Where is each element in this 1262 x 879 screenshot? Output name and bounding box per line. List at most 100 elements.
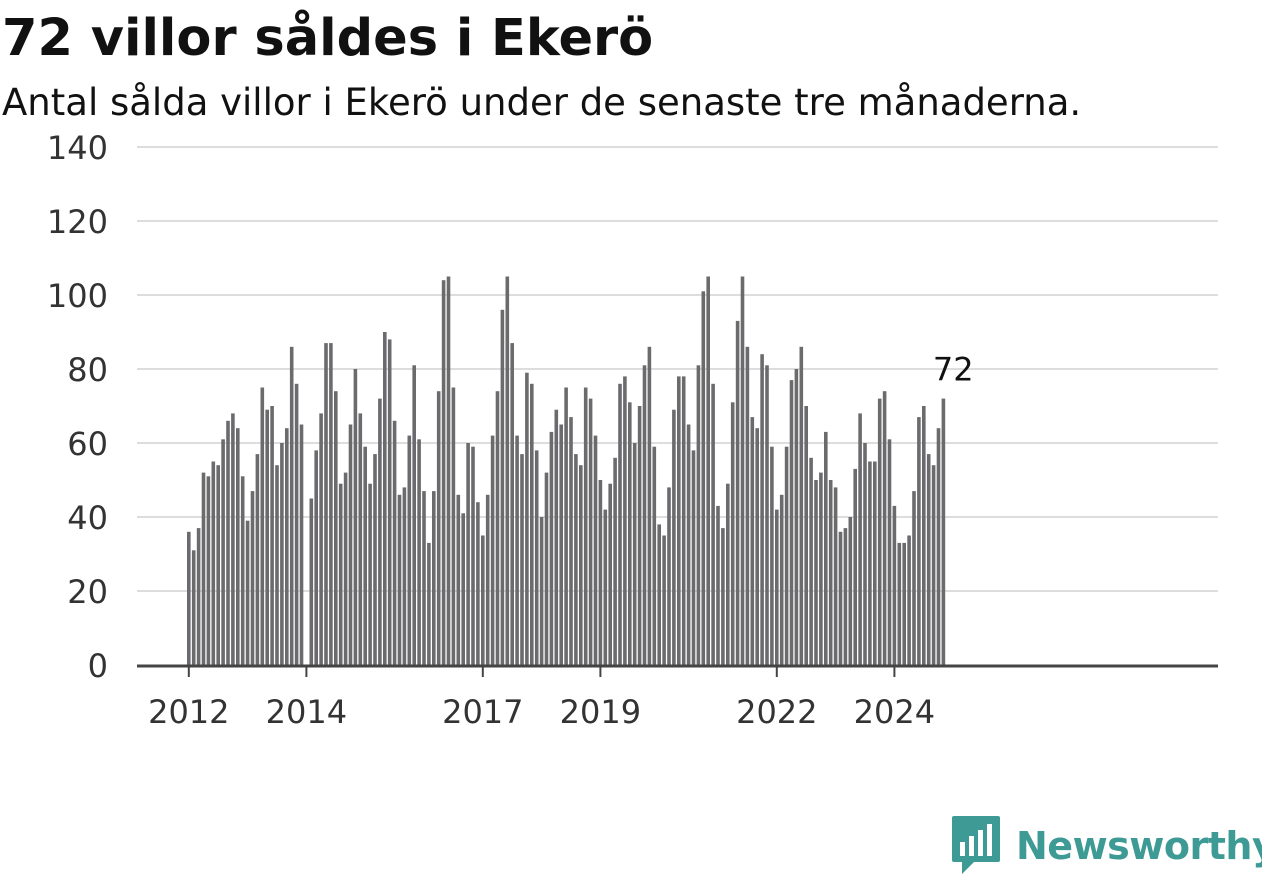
bar [922,406,926,665]
bar [623,376,627,665]
data-labels: 72 [933,351,974,389]
bar [892,505,897,665]
bar [231,413,235,665]
bar [770,446,774,665]
bar [632,443,637,665]
y-tick-label: 0 [88,647,108,685]
bar [828,480,833,665]
bar [799,346,804,665]
bar [730,402,735,665]
bar [554,409,559,665]
bar [334,391,338,665]
bar [628,402,632,665]
bar [329,343,333,665]
bar [191,550,196,665]
bar [794,369,799,665]
bar [368,483,372,665]
bar [833,487,838,665]
bar [868,461,872,665]
bar [858,413,862,665]
bar [338,483,343,665]
bar [824,431,828,665]
bar [608,483,612,665]
bar [378,398,382,665]
bar [245,520,250,665]
bar [706,276,710,665]
bar [549,431,554,665]
bar [471,446,475,665]
bar [917,417,921,665]
bar [211,461,216,665]
bar [809,457,813,665]
chart-subtitle: Antal sålda villor i Ekerö under de sena… [2,81,1082,124]
bar [270,406,274,665]
bar [887,439,892,665]
bar [716,505,720,665]
bar [456,494,461,665]
bar [848,517,853,665]
x-tick-label: 2024 [854,693,935,731]
bar [574,454,578,665]
bar [427,542,431,665]
bar [324,343,328,665]
bar [907,535,911,665]
bar [485,494,490,665]
bar [544,472,549,665]
bar [201,472,206,665]
y-tick-label: 20 [67,573,108,611]
bar [579,465,583,665]
bar [436,391,441,665]
bar [314,450,318,665]
bar [348,424,353,665]
x-tick-label: 2019 [560,693,641,731]
y-tick-label: 100 [47,277,108,315]
bar [853,468,857,665]
bar [863,443,867,665]
brand-name: Newsworthy [1016,824,1262,868]
bar [294,383,299,665]
bar [873,461,877,665]
bar [569,417,573,665]
bar [593,435,598,665]
bar [260,387,265,665]
bar [481,535,485,665]
bar [319,413,323,665]
bar [667,487,671,665]
bar [495,391,500,665]
bar [681,376,686,665]
bar [672,409,676,665]
x-axis-tick-labels: 2012 2014 2017 2019 2022 2024 [148,693,935,731]
bar [603,509,608,665]
bar [525,372,529,665]
bar [882,391,887,665]
bar [652,446,657,665]
bar [417,439,421,665]
bar [696,365,701,665]
bar [814,480,818,665]
bar [299,424,304,665]
bar [877,398,882,665]
bar [804,406,808,665]
bar [280,443,284,665]
bar [412,365,416,665]
bar [588,398,593,665]
bar [779,494,784,665]
bar [941,398,946,665]
bar [422,491,426,665]
bar [784,446,789,665]
bar [373,454,377,665]
bar [461,513,465,665]
bar [275,465,279,665]
bar [397,494,402,665]
bar [250,491,255,665]
bar [515,435,519,665]
newsworthy-logo-icon [952,816,1000,874]
bar [902,542,906,665]
bar [657,524,661,665]
bar [490,435,495,665]
bar [476,502,480,665]
y-tick-label: 120 [47,203,108,241]
bar [289,346,294,665]
bar [926,454,931,665]
